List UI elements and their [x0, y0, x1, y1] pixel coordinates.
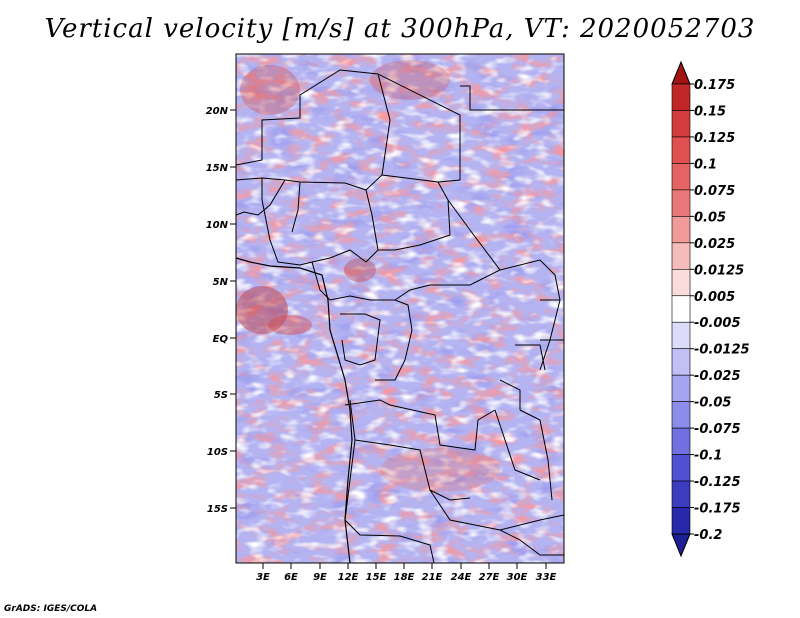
lon-label: 27E [479, 572, 500, 583]
colorbar-segment [671, 216, 691, 244]
colorbar-segment [671, 136, 691, 164]
colorbar-label: 0.075 [694, 184, 735, 199]
colorbar-label: 0.005 [694, 290, 735, 305]
colorbar-label: -0.05 [694, 396, 731, 411]
colorbar-label: 0.1 [694, 157, 717, 172]
colorbar-segment [671, 321, 691, 350]
lon-label: 24E [451, 572, 472, 583]
colorbar-label: -0.005 [694, 316, 741, 331]
lon-label: 6E [284, 572, 298, 583]
colorbar-segment [671, 348, 691, 376]
colorbar-bottom-arrow [671, 533, 691, 558]
lat-label: 15N [206, 163, 229, 174]
country-borders [236, 69, 564, 563]
lat-label: 10N [206, 220, 229, 231]
colorbar-segment [671, 480, 691, 508]
colorbar: 0.175 0.15 0.125 0.1 0.075 0.05 0.025 0.0125 0.0… [671, 60, 750, 558]
coastline [236, 257, 353, 563]
lon-label: 33E [536, 572, 557, 583]
colorbar-label: 0.15 [694, 104, 726, 119]
colorbar-label: -0.075 [694, 422, 741, 437]
colorbar-segment [671, 83, 691, 111]
lon-label: 30E [507, 572, 528, 583]
colorbar-label: 0.175 [694, 78, 735, 93]
colorbar-label: 0.0125 [694, 263, 744, 278]
lat-label: 15S [207, 504, 228, 515]
colorbar-segment [671, 163, 691, 191]
lat-label: EQ [213, 334, 229, 345]
lat-label: 5N [213, 277, 229, 288]
map-frame [235, 53, 565, 564]
latitude-axis: 20N 15N 10N 5N EQ 5S 10S 15S [206, 106, 236, 515]
lon-label: 9E [313, 572, 327, 583]
vertical-velocity-field [236, 54, 564, 563]
colorbar-segment [671, 295, 691, 323]
colorbar-segment [671, 374, 691, 402]
colorbar-label: -0.025 [694, 369, 741, 384]
lon-label: 21E [422, 572, 443, 583]
colorbar-label: -0.175 [694, 502, 741, 517]
lat-label: 10S [207, 447, 228, 458]
colorbar-label: -0.0125 [694, 343, 750, 358]
lon-label: 12E [338, 572, 359, 583]
colorbar-label: -0.1 [694, 449, 722, 464]
lon-label: 3E [256, 572, 270, 583]
colorbar-segment [671, 268, 691, 297]
colorbar-label: -0.125 [694, 475, 741, 490]
lon-label: 15E [366, 572, 387, 583]
colorbar-label: 0.125 [694, 131, 735, 146]
colorbar-segment [671, 110, 691, 138]
colorbar-segment [671, 242, 691, 270]
colorbar-top-arrow [671, 60, 691, 85]
colorbar-segment [671, 401, 691, 429]
colorbar-segment [671, 454, 691, 482]
lat-label: 20N [206, 106, 229, 117]
colorbar-segment [671, 507, 691, 535]
colorbar-label: 0.05 [694, 210, 726, 225]
colorbar-label: -0.2 [694, 528, 722, 543]
colorbar-segment [671, 189, 691, 217]
grads-credit: GrADS: IGES/COLA [4, 604, 98, 614]
chart-title: Vertical velocity [m/s] at 300hPa, VT: 2… [44, 14, 756, 44]
colorbar-segment [671, 427, 691, 455]
colorbar-label: 0.025 [694, 237, 735, 252]
lat-label: 5S [214, 390, 228, 401]
lon-label: 18E [394, 572, 415, 583]
longitude-axis: 3E 6E 9E 12E 15E 18E 21E 24E 27E 30E 33E [256, 563, 557, 583]
